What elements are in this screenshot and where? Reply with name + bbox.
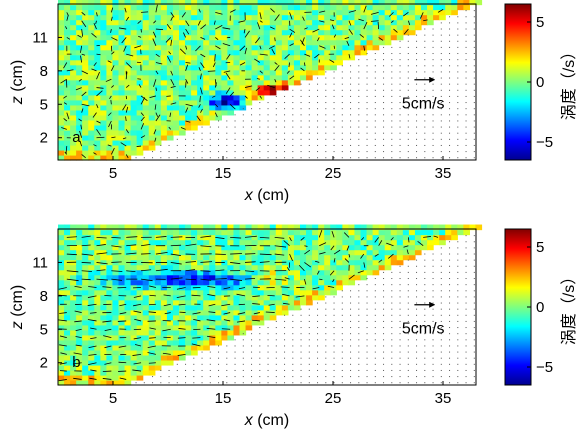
velocity-vectors bbox=[58, 229, 439, 382]
y-tick-labels: 2 5 8 11 bbox=[32, 254, 62, 372]
y-tick-label: 5 bbox=[40, 96, 48, 113]
x-tick-label: 15 bbox=[215, 165, 232, 182]
y-tick-label: 5 bbox=[40, 321, 48, 338]
y-tick-label: 8 bbox=[40, 288, 48, 305]
colorbar-tick-label: 0 bbox=[536, 74, 544, 91]
scale-arrow-label: 5cm/s bbox=[402, 321, 445, 338]
colorbar-tick-label: 5 bbox=[536, 14, 544, 31]
plot-frame bbox=[57, 3, 477, 161]
vector-grid bbox=[135, 10, 475, 159]
y-tick-label: 8 bbox=[40, 63, 48, 80]
colorbar-tick-label: 5 bbox=[536, 239, 544, 256]
y-tick-label: 11 bbox=[32, 254, 48, 271]
x-tick-label: 5 bbox=[109, 165, 117, 182]
vorticity-field bbox=[58, 224, 483, 386]
x-axis-label: x (cm) bbox=[244, 412, 289, 429]
panel-label: a bbox=[72, 129, 81, 146]
vorticity-field bbox=[58, 0, 483, 161]
scale-arrow-label: 5cm/s bbox=[402, 96, 445, 113]
y-axis-label: z (cm) bbox=[9, 285, 26, 330]
x-tick-label: 15 bbox=[215, 390, 232, 407]
colorbar-tick-label: 0 bbox=[536, 299, 544, 316]
colorbar-tick-label: −5 bbox=[536, 134, 553, 151]
y-tick-label: 11 bbox=[32, 29, 48, 46]
x-tick-labels: 5 15 25 35 bbox=[109, 156, 452, 182]
plot-frame bbox=[57, 228, 477, 386]
y-tick-labels: 2 5 8 11 bbox=[32, 29, 62, 147]
x-tick-label: 35 bbox=[435, 390, 452, 407]
velocity-vectors bbox=[60, 4, 444, 159]
x-tick-label: 35 bbox=[435, 165, 452, 182]
x-tick-label: 25 bbox=[325, 390, 342, 407]
y-axis-label: z (cm) bbox=[9, 60, 26, 105]
x-tick-label: 25 bbox=[325, 165, 342, 182]
y-tick-label: 2 bbox=[40, 355, 48, 372]
colorbar-label: 涡度（/s） bbox=[560, 44, 578, 120]
colorbar bbox=[504, 3, 532, 161]
colorbar-label: 涡度（/s） bbox=[560, 269, 578, 345]
x-tick-label: 5 bbox=[109, 390, 117, 407]
x-tick-labels: 5 15 25 35 bbox=[109, 381, 452, 407]
colorbar bbox=[504, 228, 532, 386]
colorbar-tick-label: −5 bbox=[536, 359, 553, 376]
x-axis-label: x (cm) bbox=[244, 187, 289, 204]
panel-label: b bbox=[72, 354, 80, 371]
colorbar-tick-labels: 5 0 −5 bbox=[527, 239, 553, 376]
y-tick-label: 2 bbox=[40, 130, 48, 147]
colorbar-tick-labels: 5 0 −5 bbox=[527, 14, 553, 151]
vector-grid bbox=[135, 235, 475, 384]
